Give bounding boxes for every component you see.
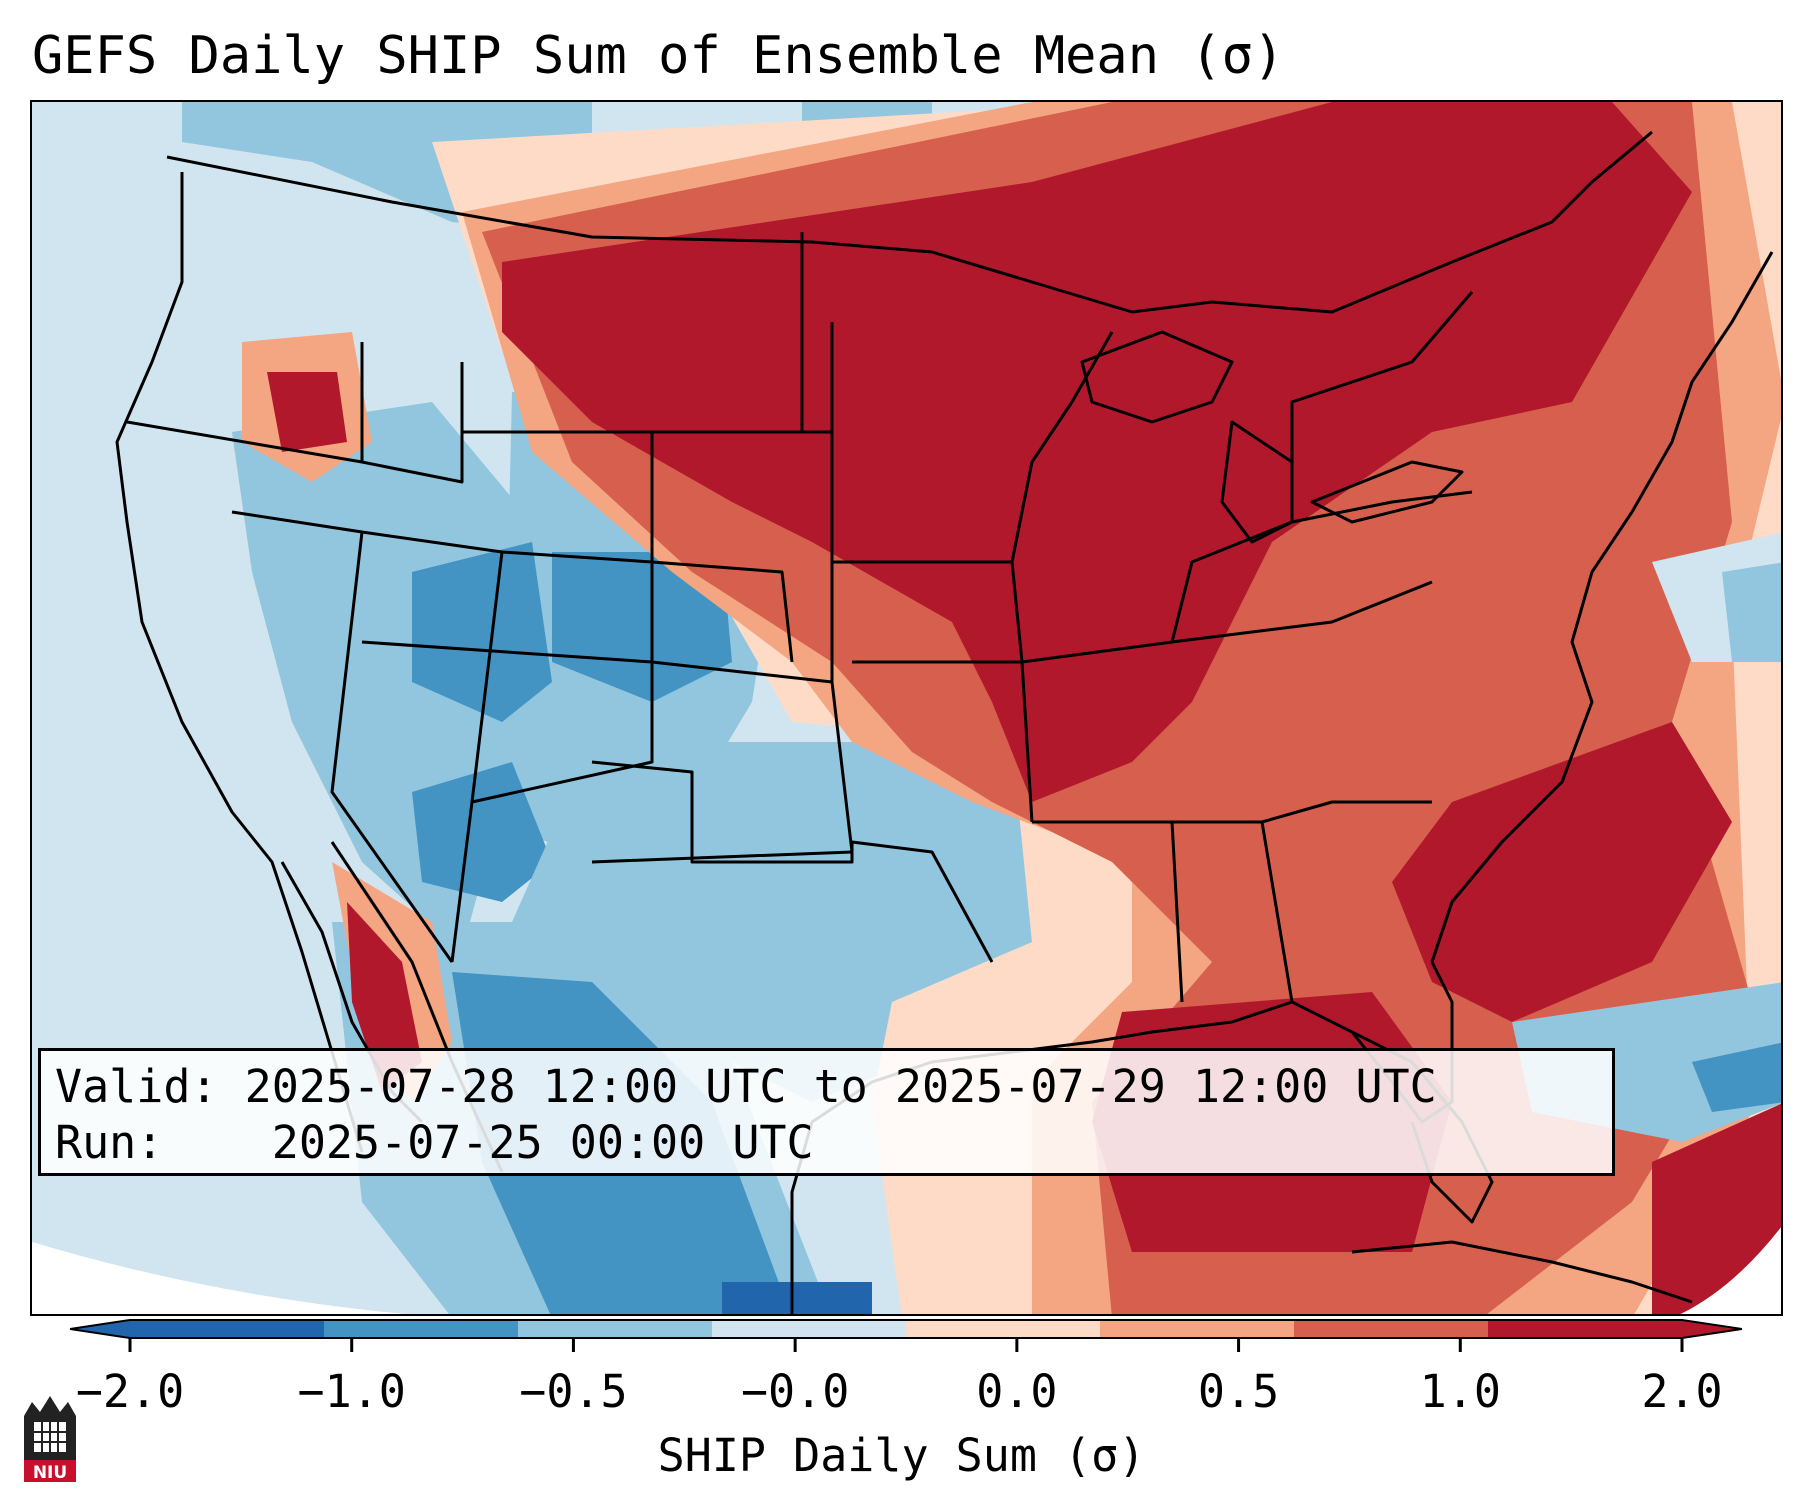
valid-run-info-box: Valid: 2025-07-28 12:00 UTC to 2025-07-2… — [38, 1048, 1615, 1176]
pacific-coast — [115, 172, 364, 1153]
boundaries — [115, 130, 1774, 1314]
region-midwest-darkred — [502, 102, 1692, 802]
region-baja-red — [347, 902, 422, 1092]
colorbar — [70, 1319, 1742, 1352]
colorbar-tick-label: −2.0 — [75, 1365, 185, 1418]
logo-text: NIU — [33, 1463, 67, 1483]
state-lines-texas — [591, 760, 994, 963]
colorbar-segment — [1100, 1320, 1295, 1338]
colorbar-tick-label: −0.5 — [519, 1365, 628, 1418]
colorbar-segment — [1294, 1320, 1489, 1338]
run-value: 2025-07-25 00:00 UTC — [271, 1116, 814, 1169]
run-line: Run: 2025-07-25 00:00 UTC — [55, 1115, 1598, 1171]
colorbar-segment — [324, 1320, 519, 1338]
region-offshore-darkblue — [1692, 1042, 1781, 1112]
atlantic-coast — [1430, 251, 1774, 963]
colorbar-segment — [130, 1320, 325, 1338]
colorbar-tick-label: 2.0 — [1641, 1365, 1723, 1418]
region-atlantic-blue — [1722, 562, 1781, 662]
colorbar-ticks — [128, 1338, 1684, 1352]
region-southeast-darkred — [1392, 722, 1732, 1022]
map-title: GEFS Daily SHIP Sum of Ensemble Mean (σ) — [32, 26, 1285, 86]
region-oregon-red — [267, 372, 347, 452]
colorbar-tick-label: 1.0 — [1419, 1365, 1501, 1418]
region-mexico-deepblue — [722, 1282, 872, 1314]
colorbar-segment — [1488, 1320, 1683, 1338]
region-caribbean-red — [1652, 1103, 1781, 1314]
colorbar-extend-low — [70, 1320, 130, 1338]
colorbar-segment — [906, 1320, 1101, 1338]
colorbar-segments — [70, 1319, 1742, 1339]
run-label: Run: — [55, 1116, 164, 1169]
colorbar-label: SHIP Daily Sum (σ) — [657, 1429, 1146, 1482]
logo-banner — [24, 1460, 76, 1482]
great-lakes — [1080, 330, 1464, 544]
valid-line: Valid: 2025-07-28 12:00 UTC to 2025-07-2… — [55, 1059, 1598, 1115]
us-canada-border — [166, 130, 1653, 314]
colorbar-tick-label: −0.0 — [740, 1365, 850, 1418]
colorbar-extend-high — [1682, 1320, 1742, 1338]
colorbar-tick-label: −1.0 — [297, 1365, 406, 1418]
colorbar-segment — [518, 1320, 713, 1338]
valid-label: Valid: — [55, 1060, 218, 1113]
projection-edge — [32, 1242, 405, 1314]
state-lines-central — [591, 232, 1024, 864]
niu-logo-icon: NIU — [24, 1396, 76, 1483]
colorbar-segment — [712, 1320, 907, 1338]
projection-edge-right — [1680, 1227, 1781, 1314]
colorbar-tick-label: 0.0 — [976, 1365, 1058, 1418]
cuba — [1351, 1240, 1693, 1304]
region-arizona-darkblue — [412, 762, 552, 902]
region-utah-darkblue — [412, 542, 552, 722]
colorbar-tick-label: 0.5 — [1197, 1365, 1280, 1418]
valid-value: 2025-07-28 12:00 UTC to 2025-07-29 12:00… — [244, 1060, 1437, 1113]
